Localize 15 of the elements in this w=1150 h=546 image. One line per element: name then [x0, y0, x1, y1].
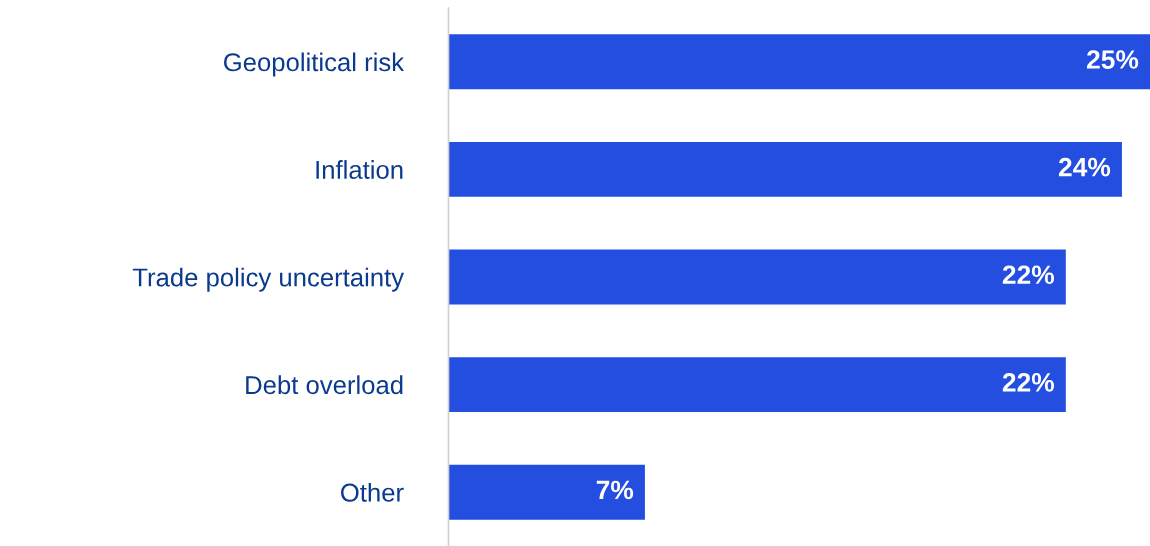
bar [448, 357, 1066, 413]
bar [448, 464, 645, 520]
data-label: 7% [596, 480, 634, 500]
y-tick-label: Geopolitical risk [224, 52, 405, 77]
y-tick-label: Other [341, 482, 404, 502]
data-label: 25% [1086, 50, 1139, 69]
data-label: 24% [1058, 157, 1111, 177]
data-label: 22% [1002, 373, 1055, 392]
bar [448, 141, 1122, 197]
bar [448, 34, 1150, 90]
y-tick-label: Inflation [316, 160, 403, 179]
y-tick-label: Debt overload [246, 375, 403, 395]
data-label: 22% [1002, 265, 1055, 285]
y-tick-label: Trade policy uncertainty [132, 267, 405, 292]
bar [448, 249, 1066, 305]
